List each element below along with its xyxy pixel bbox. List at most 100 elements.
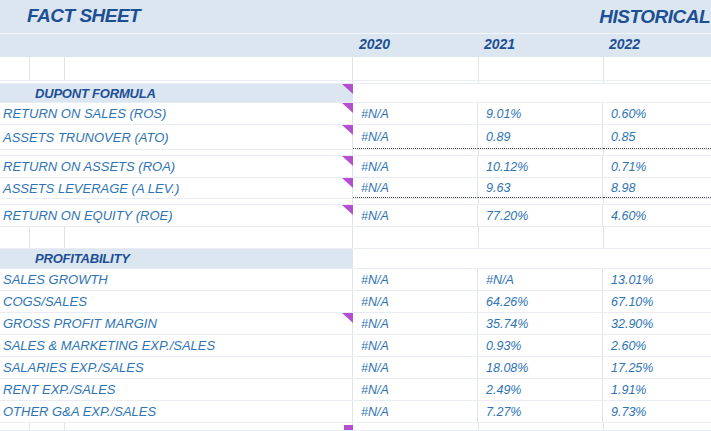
row-label-cell[interactable]: ASSETS TRUNOVER (ATO): [0, 125, 353, 149]
value-cell-2022[interactable]: 32.90%: [603, 313, 711, 334]
value-cell-2022[interactable]: 1.91%: [603, 379, 711, 400]
gridline: [352, 227, 353, 248]
table-row: RETURN ON ASSETS (ROA)#N/A10.12%0.71%: [0, 156, 711, 178]
value-cell-2022[interactable]: 67.10%: [603, 291, 711, 312]
gridline: [478, 81, 479, 83]
table-row: RENT EXP./SALES#N/A2.49%1.91%: [0, 379, 711, 401]
section-header-cell[interactable]: PROFITABILITY: [0, 249, 353, 268]
value-cell-2021[interactable]: 7.27%: [478, 401, 603, 422]
sheet-rows: DUPONT FORMULARETURN ON SALES (ROS)#N/A9…: [0, 57, 711, 431]
row-label-cell[interactable]: COGS/SALES: [0, 291, 353, 312]
row-label-cell[interactable]: ASSETS LEVERAGE (A LEV.): [0, 178, 353, 198]
value-cell-2022[interactable]: 9.73%: [603, 401, 711, 422]
table-row: SALES GROWTH#N/A#N/A13.01%: [0, 269, 711, 291]
table-row: RETURN ON SALES (ROS)#N/A9.01%0.60%: [0, 103, 711, 125]
gridline: [478, 227, 479, 248]
row-label-cell[interactable]: RETURN ON SALES (ROS): [0, 103, 353, 124]
year-header-2022[interactable]: 2022: [609, 36, 640, 52]
value-cell-2020[interactable]: #N/A: [353, 335, 478, 356]
gridline: [603, 150, 604, 155]
value-cell-2022[interactable]: 2.60%: [603, 335, 711, 356]
value-cell-2021[interactable]: #N/A: [478, 269, 603, 290]
row-label-cell[interactable]: OTHER G&A EXP./SALES: [0, 401, 353, 422]
value-cell-2021[interactable]: 10.12%: [478, 156, 603, 177]
empty-value-cells[interactable]: [353, 84, 711, 102]
table-row: ASSETS TRUNOVER (ATO)#N/A0.890.85: [0, 125, 711, 150]
gridline: [29, 423, 30, 430]
value-cell-2020[interactable]: #N/A: [353, 269, 478, 290]
value-cell-2020[interactable]: #N/A: [353, 156, 478, 177]
value-cell-2021[interactable]: 0.93%: [478, 335, 603, 356]
gridline: [478, 57, 479, 80]
value-cell-2022[interactable]: 17.25%: [603, 357, 711, 378]
value-cell-2020[interactable]: #N/A: [353, 178, 478, 198]
spacer-row: [0, 227, 711, 249]
row-label-cell[interactable]: RENT EXP./SALES: [0, 379, 353, 400]
section-header-cell[interactable]: DUPONT FORMULA: [0, 84, 353, 102]
value-cell-2021[interactable]: 2.49%: [478, 379, 603, 400]
table-row: SALARIES EXP./SALES#N/A18.08%17.25%: [0, 357, 711, 379]
table-row: COGS/SALES#N/A64.26%67.10%: [0, 291, 711, 313]
row-label-cell[interactable]: SALES GROWTH: [0, 269, 353, 290]
value-cell-2021[interactable]: 64.26%: [478, 291, 603, 312]
spacer-row: [0, 423, 711, 431]
gridline: [603, 227, 604, 248]
value-cell-2021[interactable]: 35.74%: [478, 313, 603, 334]
header-band: FACT SHEET HISTORICAL 2020 2021 2022: [0, 0, 711, 57]
value-cell-2022[interactable]: 8.98: [603, 178, 711, 198]
value-cell-2021[interactable]: 0.89: [478, 125, 603, 149]
gridline: [352, 199, 353, 204]
table-row: SALES & MARKETING EXP./SALES#N/A0.93%2.6…: [0, 335, 711, 357]
value-cell-2022[interactable]: 0.71%: [603, 156, 711, 177]
table-row: GROSS PROFIT MARGIN#N/A35.74%32.90%: [0, 313, 711, 335]
gridline: [64, 423, 65, 430]
value-cell-2021[interactable]: 77.20%: [478, 205, 603, 226]
gridline: [603, 57, 604, 80]
value-cell-2021[interactable]: 18.08%: [478, 357, 603, 378]
section-row: PROFITABILITY: [0, 249, 711, 269]
value-cell-2022[interactable]: 0.60%: [603, 103, 711, 124]
year-header-2020[interactable]: 2020: [359, 36, 390, 52]
sheet-title[interactable]: FACT SHEET: [27, 5, 140, 27]
gridline: [64, 227, 65, 248]
value-cell-2020[interactable]: #N/A: [353, 357, 478, 378]
comment-marker-partial-icon: [344, 425, 353, 430]
gridline: [352, 81, 353, 83]
gridline: [352, 57, 353, 80]
gridline: [478, 150, 479, 155]
row-label-cell[interactable]: RETURN ON EQUITY (ROE): [0, 205, 353, 226]
value-cell-2022[interactable]: 13.01%: [603, 269, 711, 290]
value-cell-2021[interactable]: 9.01%: [478, 103, 603, 124]
value-cell-2021[interactable]: 9.63: [478, 178, 603, 198]
row-label-cell[interactable]: SALARIES EXP./SALES: [0, 357, 353, 378]
value-cell-2020[interactable]: #N/A: [353, 401, 478, 422]
spacer-row: [0, 57, 711, 81]
section-row: DUPONT FORMULA: [0, 84, 711, 103]
empty-value-cells[interactable]: [353, 249, 711, 268]
table-row: RETURN ON EQUITY (ROE)#N/A77.20%4.60%: [0, 205, 711, 227]
value-cell-2020[interactable]: #N/A: [353, 313, 478, 334]
row-label-cell[interactable]: RETURN ON ASSETS (ROA): [0, 156, 353, 177]
table-row: OTHER G&A EXP./SALES#N/A7.27%9.73%: [0, 401, 711, 423]
value-cell-2022[interactable]: 0.85: [603, 125, 711, 149]
gridline: [603, 423, 604, 430]
value-cell-2020[interactable]: #N/A: [353, 125, 478, 149]
year-header-2021[interactable]: 2021: [484, 36, 515, 52]
value-cell-2022[interactable]: 4.60%: [603, 205, 711, 226]
value-cell-2020[interactable]: #N/A: [353, 103, 478, 124]
row-label-cell[interactable]: GROSS PROFIT MARGIN: [0, 313, 353, 334]
gridline: [29, 57, 30, 80]
gridline: [29, 227, 30, 248]
gridline: [603, 199, 604, 204]
gridline: [478, 199, 479, 204]
band-divider: [0, 33, 711, 34]
value-cell-2020[interactable]: #N/A: [353, 379, 478, 400]
spreadsheet: FACT SHEET HISTORICAL 2020 2021 2022 DUP…: [0, 0, 711, 431]
historical-title[interactable]: HISTORICAL: [599, 6, 710, 28]
gridline: [352, 150, 353, 155]
row-label-cell[interactable]: SALES & MARKETING EXP./SALES: [0, 335, 353, 356]
gridline: [478, 423, 479, 430]
value-cell-2020[interactable]: #N/A: [353, 205, 478, 226]
value-cell-2020[interactable]: #N/A: [353, 291, 478, 312]
gridline: [603, 81, 604, 83]
